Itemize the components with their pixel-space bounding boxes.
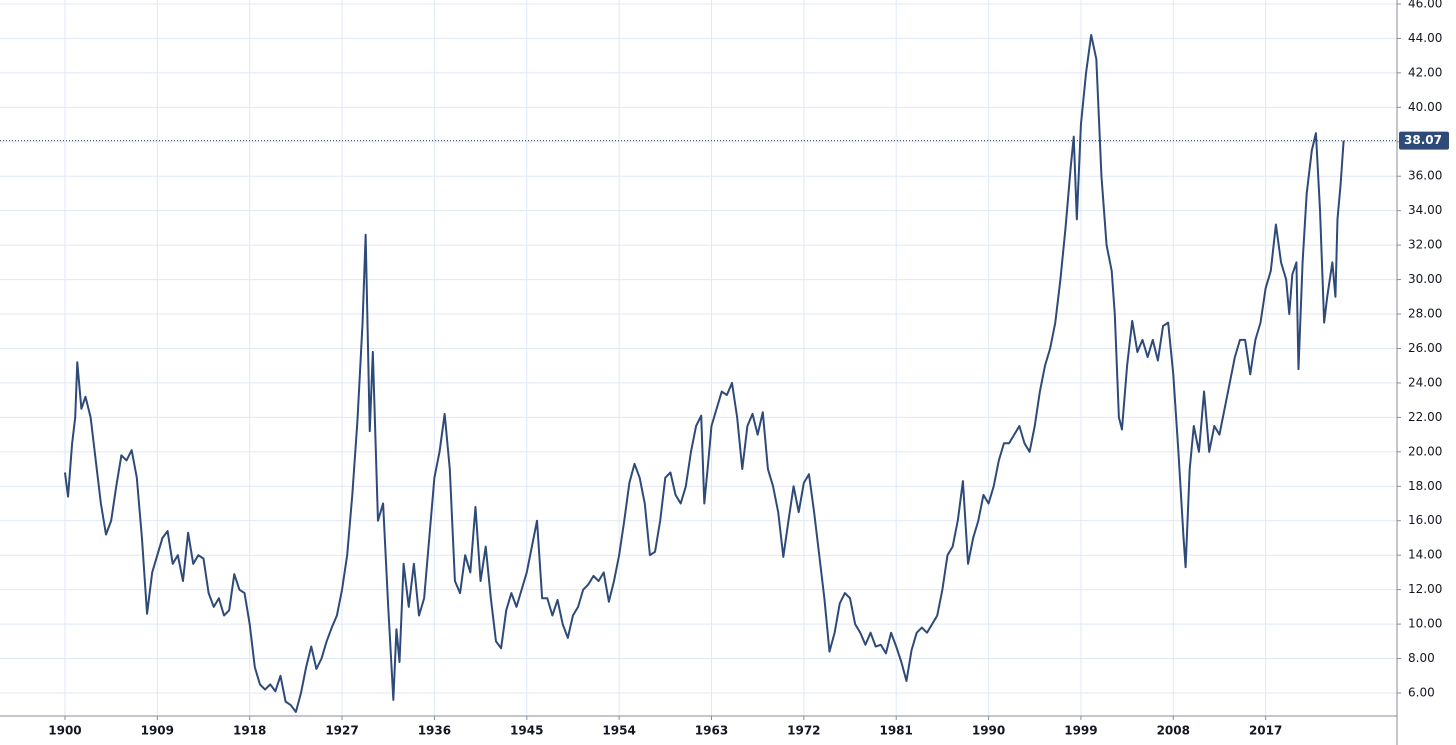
x-tick-label: 2008 <box>1157 724 1190 738</box>
y-tick-label: 30.00 <box>1408 272 1442 286</box>
y-tick-label: 42.00 <box>1408 65 1442 79</box>
y-tick-label: 8.00 <box>1408 651 1435 665</box>
x-tick-label: 1972 <box>787 724 820 738</box>
y-tick-label: 34.00 <box>1408 203 1442 217</box>
y-tick-label: 36.00 <box>1408 169 1442 183</box>
y-tick-label: 18.00 <box>1408 479 1442 493</box>
x-tick-label: 1981 <box>879 724 912 738</box>
y-tick-label: 6.00 <box>1408 686 1435 700</box>
x-tick-label: 1954 <box>602 724 635 738</box>
y-tick-label: 12.00 <box>1408 582 1442 596</box>
current-value-box <box>1399 131 1449 150</box>
x-tick-label: 1909 <box>141 724 174 738</box>
y-tick-label: 14.00 <box>1408 548 1442 562</box>
y-tick-label: 40.00 <box>1408 100 1442 114</box>
x-tick-label: 1945 <box>510 724 543 738</box>
y-tick-label: 16.00 <box>1408 513 1442 527</box>
y-tick-label: 22.00 <box>1408 410 1442 424</box>
x-tick-label: 1918 <box>233 724 266 738</box>
y-tick-label: 24.00 <box>1408 375 1442 389</box>
y-tick-label: 44.00 <box>1408 31 1442 45</box>
x-tick-label: 2017 <box>1249 724 1282 738</box>
x-tick-label: 1936 <box>418 724 451 738</box>
y-tick-label: 46.00 <box>1408 0 1442 10</box>
y-tick-label: 26.00 <box>1408 341 1442 355</box>
y-tick-label: 32.00 <box>1408 238 1442 252</box>
y-tick-label: 10.00 <box>1408 617 1442 631</box>
x-tick-label: 1900 <box>48 724 81 738</box>
grid <box>0 0 1397 716</box>
x-tick-label: 1963 <box>695 724 728 738</box>
x-tick-label: 1927 <box>325 724 358 738</box>
y-tick-label: 20.00 <box>1408 444 1442 458</box>
x-tick-label: 1990 <box>972 724 1005 738</box>
y-tick-label: 28.00 <box>1408 307 1442 321</box>
x-tick-label: 1999 <box>1064 724 1097 738</box>
current-value-label: 38.07 <box>1404 133 1442 147</box>
data-line <box>63 33 1345 713</box>
